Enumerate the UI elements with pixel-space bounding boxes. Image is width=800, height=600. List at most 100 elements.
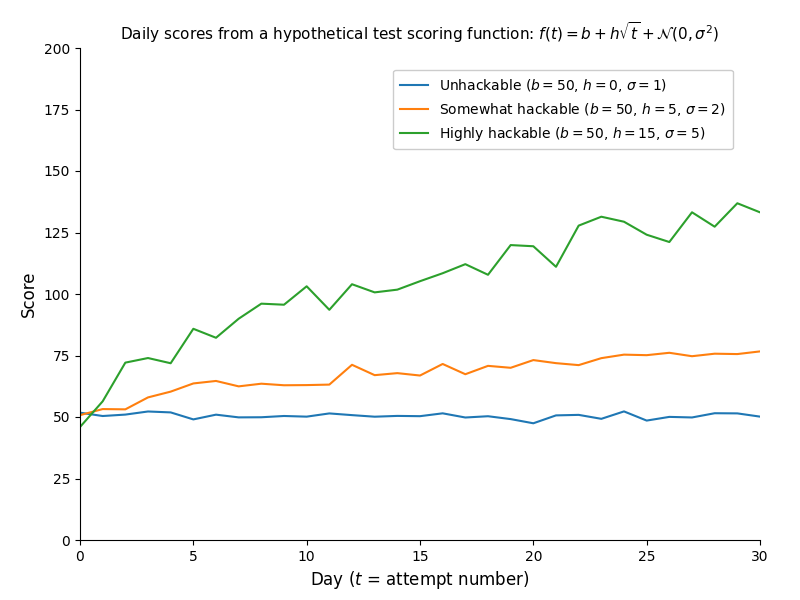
Title: Daily scores from a hypothetical test scoring function: $f(t) = b + h\sqrt{t} + : Daily scores from a hypothetical test sc… [121, 20, 719, 44]
Somewhat hackable ($b = 50$, $h = 5$, $\sigma = 2$) [483, 362, 493, 370]
Unhackable ($b = 50$, $h = 0$, $\sigma = 1$) [755, 413, 765, 420]
Highly hackable ($b = 50$, $h = 15$, $\sigma = 5$) [393, 286, 402, 293]
Somewhat hackable ($b = 50$, $h = 5$, $\sigma = 2$) [619, 351, 629, 358]
Highly hackable ($b = 50$, $h = 15$, $\sigma = 5$) [189, 325, 198, 332]
Unhackable ($b = 50$, $h = 0$, $\sigma = 1$) [121, 411, 130, 418]
Somewhat hackable ($b = 50$, $h = 5$, $\sigma = 2$) [98, 406, 107, 413]
Somewhat hackable ($b = 50$, $h = 5$, $\sigma = 2$) [733, 350, 742, 358]
Highly hackable ($b = 50$, $h = 15$, $\sigma = 5$) [325, 306, 334, 313]
Somewhat hackable ($b = 50$, $h = 5$, $\sigma = 2$) [551, 359, 561, 367]
Somewhat hackable ($b = 50$, $h = 5$, $\sigma = 2$) [574, 362, 583, 369]
Highly hackable ($b = 50$, $h = 15$, $\sigma = 5$) [619, 218, 629, 226]
Highly hackable ($b = 50$, $h = 15$, $\sigma = 5$) [642, 231, 651, 238]
Unhackable ($b = 50$, $h = 0$, $\sigma = 1$) [551, 412, 561, 419]
Somewhat hackable ($b = 50$, $h = 5$, $\sigma = 2$) [257, 380, 266, 387]
Line: Highly hackable ($b = 50$, $h = 15$, $\sigma = 5$): Highly hackable ($b = 50$, $h = 15$, $\s… [80, 203, 760, 427]
Somewhat hackable ($b = 50$, $h = 5$, $\sigma = 2$) [415, 372, 425, 379]
Highly hackable ($b = 50$, $h = 15$, $\sigma = 5$) [597, 213, 606, 220]
Unhackable ($b = 50$, $h = 0$, $\sigma = 1$) [619, 408, 629, 415]
Somewhat hackable ($b = 50$, $h = 5$, $\sigma = 2$) [506, 364, 515, 371]
Highly hackable ($b = 50$, $h = 15$, $\sigma = 5$) [483, 271, 493, 278]
Unhackable ($b = 50$, $h = 0$, $\sigma = 1$) [166, 409, 175, 416]
Unhackable ($b = 50$, $h = 0$, $\sigma = 1$) [710, 410, 719, 417]
Somewhat hackable ($b = 50$, $h = 5$, $\sigma = 2$) [302, 382, 311, 389]
Highly hackable ($b = 50$, $h = 15$, $\sigma = 5$) [347, 281, 357, 288]
Somewhat hackable ($b = 50$, $h = 5$, $\sigma = 2$) [687, 353, 697, 360]
Somewhat hackable ($b = 50$, $h = 5$, $\sigma = 2$) [755, 348, 765, 355]
Unhackable ($b = 50$, $h = 0$, $\sigma = 1$) [483, 413, 493, 420]
Highly hackable ($b = 50$, $h = 15$, $\sigma = 5$) [75, 424, 85, 431]
Unhackable ($b = 50$, $h = 0$, $\sigma = 1$) [234, 414, 243, 421]
Unhackable ($b = 50$, $h = 0$, $\sigma = 1$) [506, 416, 515, 423]
Highly hackable ($b = 50$, $h = 15$, $\sigma = 5$) [551, 263, 561, 271]
Unhackable ($b = 50$, $h = 0$, $\sigma = 1$) [279, 412, 289, 419]
Somewhat hackable ($b = 50$, $h = 5$, $\sigma = 2$) [189, 380, 198, 387]
Unhackable ($b = 50$, $h = 0$, $\sigma = 1$) [370, 413, 379, 421]
Highly hackable ($b = 50$, $h = 15$, $\sigma = 5$) [710, 223, 719, 230]
Somewhat hackable ($b = 50$, $h = 5$, $\sigma = 2$) [665, 349, 674, 356]
Somewhat hackable ($b = 50$, $h = 5$, $\sigma = 2$) [438, 361, 447, 368]
Highly hackable ($b = 50$, $h = 15$, $\sigma = 5$) [506, 241, 515, 248]
Somewhat hackable ($b = 50$, $h = 5$, $\sigma = 2$) [597, 355, 606, 362]
Highly hackable ($b = 50$, $h = 15$, $\sigma = 5$) [687, 209, 697, 216]
Highly hackable ($b = 50$, $h = 15$, $\sigma = 5$) [529, 242, 538, 250]
Somewhat hackable ($b = 50$, $h = 5$, $\sigma = 2$) [279, 382, 289, 389]
Highly hackable ($b = 50$, $h = 15$, $\sigma = 5$) [234, 315, 243, 322]
Somewhat hackable ($b = 50$, $h = 5$, $\sigma = 2$) [121, 406, 130, 413]
Somewhat hackable ($b = 50$, $h = 5$, $\sigma = 2$) [234, 383, 243, 390]
Line: Somewhat hackable ($b = 50$, $h = 5$, $\sigma = 2$): Somewhat hackable ($b = 50$, $h = 5$, $\… [80, 352, 760, 415]
Highly hackable ($b = 50$, $h = 15$, $\sigma = 5$) [755, 209, 765, 216]
Highly hackable ($b = 50$, $h = 15$, $\sigma = 5$) [257, 300, 266, 307]
Somewhat hackable ($b = 50$, $h = 5$, $\sigma = 2$) [211, 377, 221, 385]
Unhackable ($b = 50$, $h = 0$, $\sigma = 1$) [687, 414, 697, 421]
Highly hackable ($b = 50$, $h = 15$, $\sigma = 5$) [143, 355, 153, 362]
Unhackable ($b = 50$, $h = 0$, $\sigma = 1$) [189, 416, 198, 423]
Highly hackable ($b = 50$, $h = 15$, $\sigma = 5$) [279, 301, 289, 308]
Unhackable ($b = 50$, $h = 0$, $\sigma = 1$) [325, 410, 334, 417]
Highly hackable ($b = 50$, $h = 15$, $\sigma = 5$) [415, 278, 425, 285]
Highly hackable ($b = 50$, $h = 15$, $\sigma = 5$) [438, 269, 447, 277]
Unhackable ($b = 50$, $h = 0$, $\sigma = 1$) [438, 410, 447, 417]
Somewhat hackable ($b = 50$, $h = 5$, $\sigma = 2$) [166, 388, 175, 395]
Highly hackable ($b = 50$, $h = 15$, $\sigma = 5$) [166, 359, 175, 367]
Highly hackable ($b = 50$, $h = 15$, $\sigma = 5$) [461, 260, 470, 268]
Legend: Unhackable ($b = 50$, $h = 0$, $\sigma = 1$), Somewhat hackable ($b = 50$, $h = : Unhackable ($b = 50$, $h = 0$, $\sigma =… [393, 70, 733, 149]
X-axis label: Day ($t$ = attempt number): Day ($t$ = attempt number) [310, 569, 530, 591]
Unhackable ($b = 50$, $h = 0$, $\sigma = 1$) [257, 413, 266, 421]
Unhackable ($b = 50$, $h = 0$, $\sigma = 1$) [665, 413, 674, 421]
Line: Unhackable ($b = 50$, $h = 0$, $\sigma = 1$): Unhackable ($b = 50$, $h = 0$, $\sigma =… [80, 412, 760, 423]
Unhackable ($b = 50$, $h = 0$, $\sigma = 1$) [733, 410, 742, 417]
Somewhat hackable ($b = 50$, $h = 5$, $\sigma = 2$) [143, 394, 153, 401]
Highly hackable ($b = 50$, $h = 15$, $\sigma = 5$) [665, 238, 674, 245]
Unhackable ($b = 50$, $h = 0$, $\sigma = 1$) [98, 412, 107, 419]
Somewhat hackable ($b = 50$, $h = 5$, $\sigma = 2$) [393, 370, 402, 377]
Unhackable ($b = 50$, $h = 0$, $\sigma = 1$) [415, 413, 425, 420]
Unhackable ($b = 50$, $h = 0$, $\sigma = 1$) [211, 411, 221, 418]
Highly hackable ($b = 50$, $h = 15$, $\sigma = 5$) [302, 283, 311, 290]
Unhackable ($b = 50$, $h = 0$, $\sigma = 1$) [393, 412, 402, 419]
Highly hackable ($b = 50$, $h = 15$, $\sigma = 5$) [733, 200, 742, 207]
Somewhat hackable ($b = 50$, $h = 5$, $\sigma = 2$) [347, 361, 357, 368]
Unhackable ($b = 50$, $h = 0$, $\sigma = 1$) [143, 408, 153, 415]
Highly hackable ($b = 50$, $h = 15$, $\sigma = 5$) [211, 334, 221, 341]
Highly hackable ($b = 50$, $h = 15$, $\sigma = 5$) [98, 398, 107, 405]
Somewhat hackable ($b = 50$, $h = 5$, $\sigma = 2$) [75, 412, 85, 419]
Unhackable ($b = 50$, $h = 0$, $\sigma = 1$) [347, 412, 357, 419]
Somewhat hackable ($b = 50$, $h = 5$, $\sigma = 2$) [710, 350, 719, 357]
Somewhat hackable ($b = 50$, $h = 5$, $\sigma = 2$) [642, 352, 651, 359]
Unhackable ($b = 50$, $h = 0$, $\sigma = 1$) [461, 414, 470, 421]
Unhackable ($b = 50$, $h = 0$, $\sigma = 1$) [574, 411, 583, 418]
Unhackable ($b = 50$, $h = 0$, $\sigma = 1$) [75, 409, 85, 416]
Unhackable ($b = 50$, $h = 0$, $\sigma = 1$) [597, 415, 606, 422]
Highly hackable ($b = 50$, $h = 15$, $\sigma = 5$) [574, 222, 583, 229]
Unhackable ($b = 50$, $h = 0$, $\sigma = 1$) [302, 413, 311, 420]
Unhackable ($b = 50$, $h = 0$, $\sigma = 1$) [642, 417, 651, 424]
Somewhat hackable ($b = 50$, $h = 5$, $\sigma = 2$) [529, 356, 538, 364]
Unhackable ($b = 50$, $h = 0$, $\sigma = 1$) [529, 419, 538, 427]
Somewhat hackable ($b = 50$, $h = 5$, $\sigma = 2$) [461, 371, 470, 378]
Somewhat hackable ($b = 50$, $h = 5$, $\sigma = 2$) [325, 381, 334, 388]
Highly hackable ($b = 50$, $h = 15$, $\sigma = 5$) [370, 289, 379, 296]
Highly hackable ($b = 50$, $h = 15$, $\sigma = 5$) [121, 359, 130, 366]
Somewhat hackable ($b = 50$, $h = 5$, $\sigma = 2$) [370, 371, 379, 379]
Y-axis label: Score: Score [20, 271, 38, 317]
